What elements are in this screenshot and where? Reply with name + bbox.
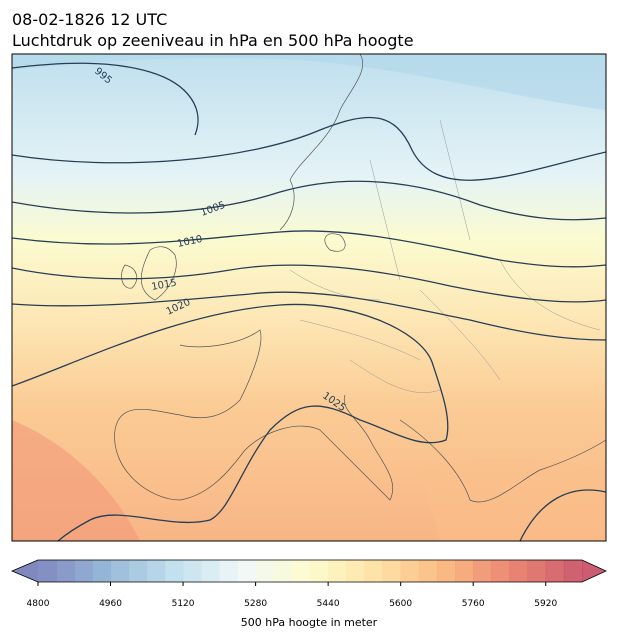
isobar — [12, 62, 199, 136]
isobar — [12, 180, 606, 221]
contour-label: 1010 — [176, 234, 203, 250]
colorbar-bin — [364, 560, 384, 582]
colorbar-bin — [527, 560, 547, 582]
colorbar-tick-label: 5280 — [244, 599, 267, 609]
height-band — [12, 54, 606, 110]
isobar — [12, 303, 449, 541]
colorbar-bin — [273, 560, 293, 582]
colorbar-tick-label: 4800 — [27, 599, 50, 609]
colorbar: 4800 4960 5120 5280 5440 5600 5760 5920 — [10, 559, 607, 609]
colorbar-bin — [310, 560, 329, 582]
isobar — [12, 291, 606, 341]
colorbar-bin — [418, 560, 438, 582]
colorbar-bin — [491, 560, 510, 582]
contour-label: 1015 — [151, 278, 178, 293]
colorbar-bin — [38, 560, 57, 582]
isobar — [12, 264, 606, 303]
colorbar-tick-label: 5760 — [462, 599, 485, 609]
isobar — [12, 230, 606, 268]
colorbar-extend — [582, 560, 606, 582]
colorbar-tick-label: 5920 — [534, 599, 557, 609]
colorbar-tick-label: 5600 — [389, 599, 412, 609]
colorbar-bin — [164, 560, 184, 582]
colorbar-bin — [219, 560, 238, 582]
colorbar-bin — [201, 560, 220, 582]
colorbar-tick-label: 4960 — [99, 599, 122, 609]
colorbar-bin — [400, 560, 420, 582]
colorbar-bin — [92, 560, 112, 582]
colorbar-bin — [382, 560, 402, 582]
colorbar-bin — [328, 560, 347, 582]
colorbar-bin — [291, 560, 311, 582]
title: 08-02-1826 12 UTC — [12, 10, 167, 29]
colorbar-bin — [346, 560, 365, 582]
height-band — [420, 458, 606, 541]
colorbar-bin — [146, 560, 166, 582]
colorbar-bin — [128, 560, 148, 582]
colorbar-bin — [473, 560, 492, 582]
colorbar-frame — [10, 559, 607, 583]
subtitle: Luchtdruk op zeeniveau in hPa en 500 hPa… — [12, 31, 414, 50]
map: 995 1005 1010 1015 1020 1025 — [12, 54, 606, 541]
colorbar-bin — [563, 560, 583, 582]
map-frame — [11, 53, 607, 542]
colorbar-label: 500 hPa hoogte in meter — [241, 616, 378, 629]
colorbar-tick-label: 5120 — [172, 599, 195, 609]
colorbar-bin — [436, 560, 456, 582]
isobar — [12, 116, 606, 181]
colorbar-extend — [12, 560, 38, 582]
colorbar-bin — [237, 560, 257, 582]
colorbar-bin — [74, 560, 93, 582]
colorbar-bin — [545, 560, 565, 582]
colorbar-tick-label: 5440 — [317, 599, 340, 609]
colorbar-bin — [110, 560, 130, 582]
colorbar-bin — [183, 560, 202, 582]
colorbar-bin — [255, 560, 275, 582]
colorbar-bin — [56, 560, 75, 582]
colorbar-bin — [509, 560, 529, 582]
isobar — [519, 489, 606, 541]
height-band — [12, 420, 140, 541]
colorbar-bin — [455, 560, 474, 582]
